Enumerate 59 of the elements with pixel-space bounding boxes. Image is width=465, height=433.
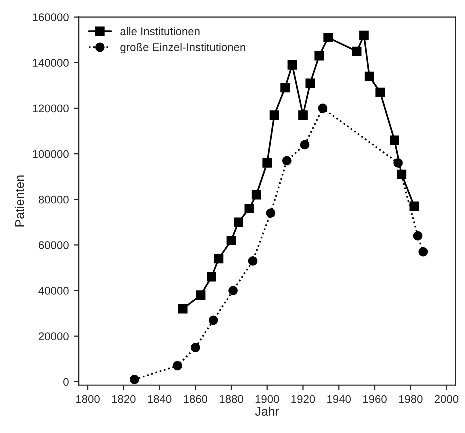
point <box>178 304 188 314</box>
point <box>418 247 428 257</box>
point <box>252 190 262 200</box>
point <box>376 88 386 98</box>
y-tick-label: 20000 <box>38 332 69 341</box>
point <box>298 110 308 120</box>
x-tick-label: 2000 <box>434 395 459 404</box>
point <box>300 140 310 150</box>
point <box>282 156 292 166</box>
y-axis-title: Patienten <box>15 176 24 227</box>
y-tick-label: 60000 <box>39 241 69 250</box>
x-tick-label: 1820 <box>112 395 136 404</box>
point <box>228 286 238 296</box>
point <box>234 218 244 228</box>
point <box>306 78 316 88</box>
legend-label: alle Institutionen <box>120 27 200 36</box>
point <box>390 136 400 146</box>
y-tick-label: 100000 <box>33 150 69 158</box>
point <box>208 316 218 326</box>
x-tick-label: 1920 <box>292 395 316 404</box>
y-tick-label: 120000 <box>33 104 69 113</box>
point <box>248 256 258 266</box>
point <box>214 254 224 264</box>
x-tick-label: 1880 <box>220 395 244 404</box>
point <box>397 170 407 180</box>
y-tick-label: 140000 <box>33 59 69 68</box>
x-axis-title: Jahr <box>255 406 280 416</box>
point <box>360 30 369 40</box>
x-tick-label: 1800 <box>76 395 100 404</box>
point <box>244 204 254 214</box>
x-tick-label: 1900 <box>256 395 280 404</box>
y-tick-label: 160000 <box>33 14 69 22</box>
point <box>314 51 324 61</box>
point <box>394 158 403 168</box>
point <box>413 231 423 241</box>
point <box>207 272 216 282</box>
point <box>190 343 200 352</box>
x-tick-label: 1840 <box>148 395 172 404</box>
y-tick-label: 40000 <box>38 287 69 295</box>
y-tick-label: 80000 <box>38 196 69 204</box>
point <box>266 208 276 218</box>
x-tick-label: 1860 <box>184 395 208 404</box>
point <box>226 236 236 246</box>
legend-label: große Einzel-Institutionen <box>120 43 246 54</box>
point <box>364 72 374 82</box>
point <box>318 104 328 114</box>
point <box>352 46 362 56</box>
x-tick-label: 1940 <box>328 395 352 404</box>
point <box>173 361 182 371</box>
y-tick-label: 0 <box>64 378 69 386</box>
point <box>324 33 334 43</box>
x-tick-label: 1960 <box>363 395 387 404</box>
x-tick-label: 1980 <box>399 395 423 404</box>
point <box>270 110 280 120</box>
point <box>262 158 272 168</box>
point <box>288 60 298 70</box>
point <box>130 374 140 384</box>
point <box>196 290 206 300</box>
point <box>280 83 290 93</box>
